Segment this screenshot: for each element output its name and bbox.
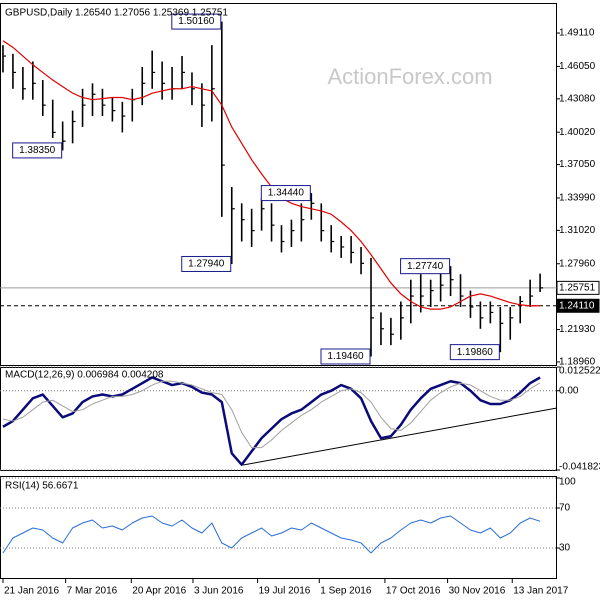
x-tick-label: 1 Sep 2016 xyxy=(320,586,372,597)
x-tick-label: 30 Nov 2016 xyxy=(449,586,506,597)
annotation-box xyxy=(12,142,63,159)
annotation-label: 1.38350 xyxy=(19,145,56,156)
x-tick-label: 21 Jan 2016 xyxy=(4,586,59,597)
y-tick-label: 70 xyxy=(559,503,571,514)
y-tick-label: 1.21930 xyxy=(559,324,596,335)
y-tick-label: 1.27960 xyxy=(559,258,596,269)
y-tick-label: 1.40020 xyxy=(559,127,596,138)
annotation-box xyxy=(181,255,232,272)
indicator-line xyxy=(2,515,541,554)
y-tick-label: 1.33990 xyxy=(559,193,596,204)
annotation-label: 1.19860 xyxy=(457,347,494,358)
price-level-label: 1.25751 xyxy=(559,283,596,294)
panel-title: RSI(14) 56.6671 xyxy=(5,481,79,492)
watermark: ActionForex.com xyxy=(327,64,492,89)
x-tick-label: 3 Jun 2016 xyxy=(194,586,244,597)
y-tick-label: 1.31020 xyxy=(559,225,596,236)
price-level-box xyxy=(556,298,600,313)
x-tick-label: 7 Mar 2016 xyxy=(67,586,118,597)
price-level-label: 1.24110 xyxy=(559,300,595,311)
panel-title: MACD(12,26,9) 0.006984 0.004208 xyxy=(5,370,164,381)
indicator-line xyxy=(2,380,541,449)
y-tick-label: 0.012522 xyxy=(559,366,600,377)
x-tick-label: 20 Apr 2016 xyxy=(132,586,186,597)
price-level-box xyxy=(556,280,600,295)
annotation-box xyxy=(171,13,222,30)
y-tick-label: -0.041823 xyxy=(559,462,600,473)
trend-line xyxy=(242,407,558,466)
rsi-panel xyxy=(0,476,557,579)
panel-title: GBPUSD,Daily 1.26540 1.27056 1.25369 1.2… xyxy=(5,8,228,19)
y-tick-label: 1.43080 xyxy=(559,93,596,104)
annotation-box xyxy=(260,185,311,202)
x-tick-label: 13 Jan 2017 xyxy=(513,586,568,597)
price-panel xyxy=(0,3,557,366)
y-tick-label: 30 xyxy=(559,543,571,554)
indicator-line xyxy=(2,376,541,466)
annotation-label: 1.27940 xyxy=(188,259,225,270)
y-tick-label: 1.37050 xyxy=(559,159,596,170)
annotation-label: 1.19460 xyxy=(327,351,364,362)
y-tick-label: 100 xyxy=(559,477,576,488)
annotation-box xyxy=(449,344,500,361)
x-tick-label: 19 Jul 2016 xyxy=(259,586,311,597)
y-tick-label: 1.46050 xyxy=(559,61,596,72)
x-tick-label: 17 Oct 2016 xyxy=(386,586,441,597)
y-tick-label: 1.18960 xyxy=(559,357,596,368)
annotation-label: 1.34440 xyxy=(268,188,305,199)
annotation-label: 1.27740 xyxy=(407,261,444,272)
annotation-box xyxy=(320,348,371,365)
annotation-box xyxy=(400,258,451,275)
annotation-label: 1.50160 xyxy=(178,16,215,27)
y-tick-label: 1.49110 xyxy=(559,28,595,39)
y-tick-label: 0.00 xyxy=(559,385,579,396)
macd-panel xyxy=(0,367,557,471)
